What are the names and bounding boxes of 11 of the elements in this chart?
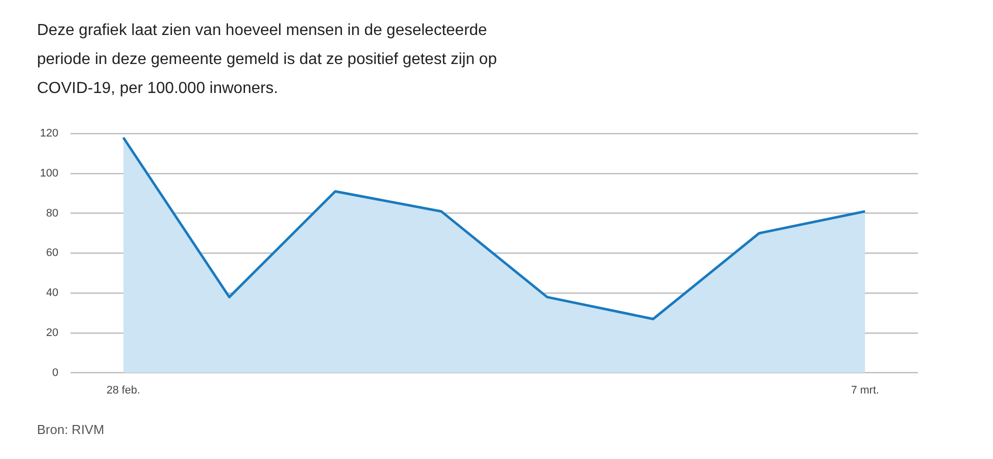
- y-tick-label: 120: [40, 128, 58, 140]
- y-tick-label: 80: [46, 207, 58, 220]
- y-tick-label: 100: [40, 168, 58, 180]
- x-tick-label: 7 mrt.: [850, 384, 880, 396]
- chart-title: Deze grafiek laat zien van hoeveel mensen in de geselecteerde periode in deze gemeente gemeld is dat ze positief getest zijn op COVID-19, per 100.000 inwoners.: [37, 21, 498, 99]
- y-tick-label: 20: [46, 326, 58, 339]
- y-tick-label: 0: [52, 366, 58, 379]
- text: Bron: RIVM: [37, 422, 106, 437]
- y-tick-label: 60: [46, 247, 58, 260]
- y-tick-label: 40: [46, 287, 58, 300]
- x-tick-label: 28 feb.: [106, 384, 140, 396]
